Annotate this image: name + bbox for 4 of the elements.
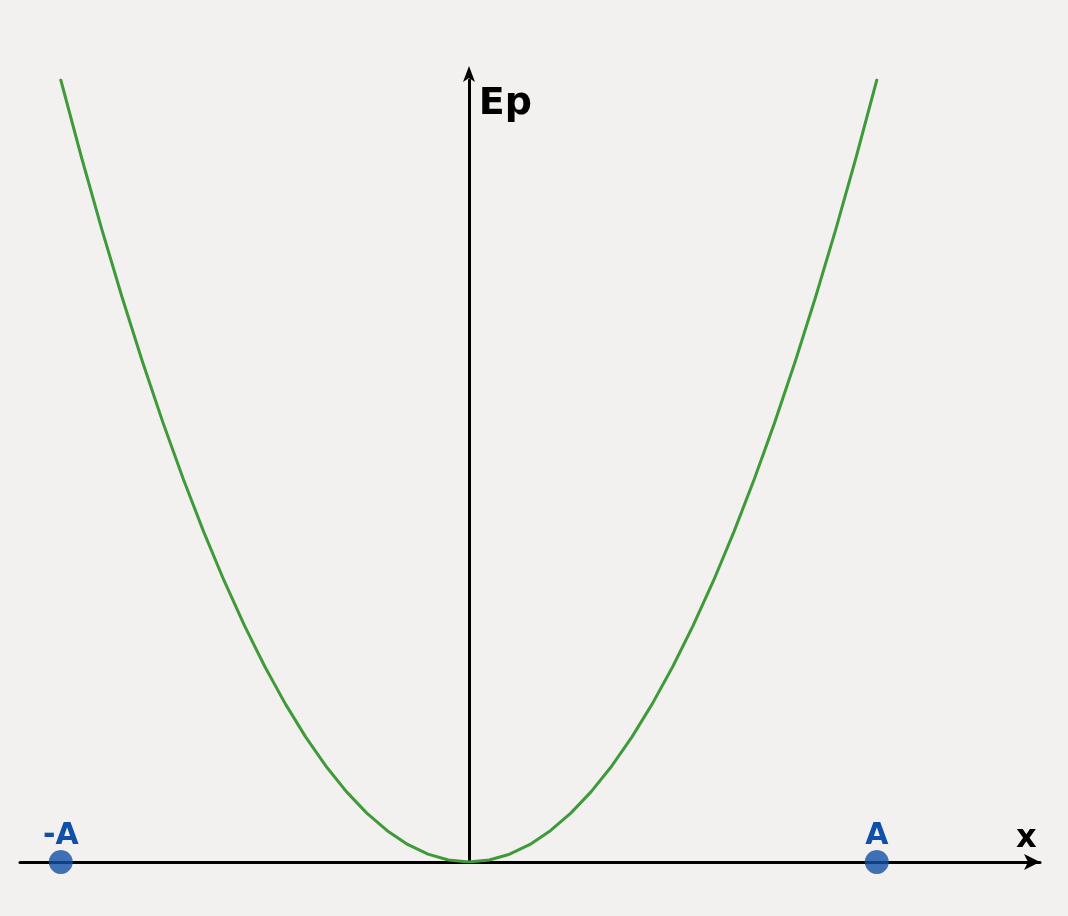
x-axis-title: x [1016,817,1037,855]
x-tick-label: A [865,815,890,851]
y-axis-title: Ep [478,79,532,123]
x-tick-label: -A [42,815,80,851]
